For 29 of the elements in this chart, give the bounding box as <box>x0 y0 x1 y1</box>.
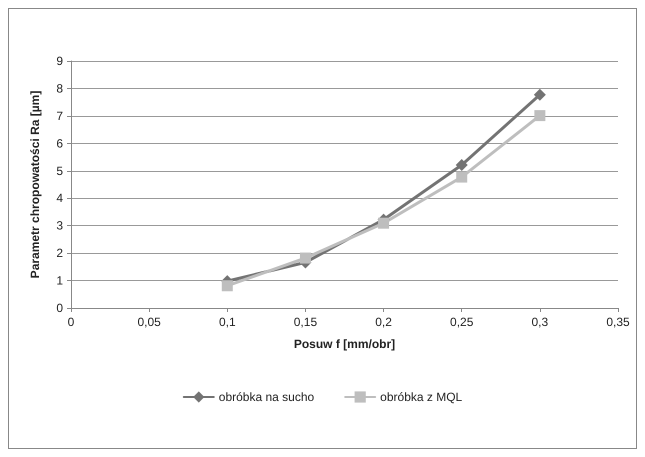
y-axis-title: Parametr chropowatości Ra [µm] <box>28 90 42 278</box>
legend-label: obróbka na sucho <box>218 390 315 404</box>
point <box>456 172 468 183</box>
x-tick-label: 0,2 <box>375 315 392 329</box>
y-tick-label: 6 <box>56 136 64 150</box>
point <box>456 159 468 172</box>
y-tick-label: 5 <box>56 164 64 178</box>
y-tick-label: 9 <box>56 54 64 68</box>
y-tick-label: 0 <box>56 301 64 315</box>
y-tick-label: 2 <box>56 246 64 260</box>
y-tick-label: 1 <box>56 274 64 288</box>
y-tick-label: 7 <box>56 108 64 123</box>
point <box>222 280 233 292</box>
legend-label: obróbka z MQL <box>380 390 463 404</box>
x-tick-label: 0,15 <box>294 315 318 329</box>
x-tick-label: 0 <box>68 315 75 329</box>
x-tick-label: 0,05 <box>137 315 162 329</box>
point <box>300 252 311 264</box>
x-tick-label: 0,1 <box>218 315 236 329</box>
y-tick-label: 3 <box>56 218 64 233</box>
x-tick-label: 0,25 <box>450 315 474 329</box>
x-tick-label: 0,35 <box>606 315 630 329</box>
point <box>378 218 390 229</box>
y-tick-label: 8 <box>56 81 64 96</box>
x-tick-label: 0,3 <box>532 315 549 329</box>
point <box>534 88 546 101</box>
x-axis-title: Posuw f [mm/obr] <box>294 337 396 351</box>
y-tick-label: 4 <box>56 191 64 206</box>
point <box>534 110 546 122</box>
